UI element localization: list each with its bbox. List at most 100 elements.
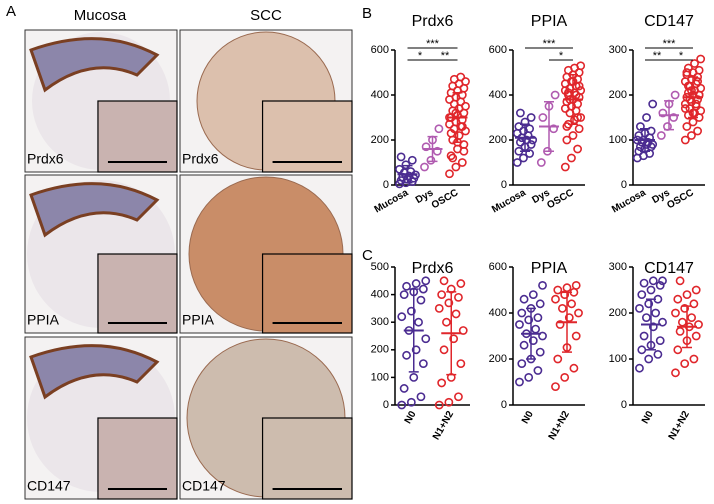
- chart-title: PPIA: [531, 13, 568, 30]
- data-point: [538, 113, 548, 122]
- data-point: [456, 359, 466, 368]
- data-point: [648, 276, 658, 286]
- data-point: [673, 294, 683, 304]
- data-point: [421, 334, 431, 344]
- data-point: [526, 140, 536, 149]
- x-tick-label: N1+N2: [547, 409, 572, 442]
- data-point: [675, 326, 685, 336]
- x-tick-label: OSCC: [665, 187, 696, 211]
- y-tick-label: 200: [371, 134, 389, 146]
- data-point: [694, 65, 704, 75]
- data-point: [402, 350, 411, 360]
- chart-title: CD147: [644, 260, 694, 277]
- significance-label: ***: [543, 38, 557, 50]
- row-label: PPIA: [27, 312, 60, 328]
- data-point: [653, 349, 663, 359]
- inset: [97, 100, 178, 173]
- data-point: [639, 278, 649, 288]
- row-label: Prdx6: [27, 151, 64, 167]
- x-tick-label: OSCC: [430, 187, 461, 211]
- data-point: [635, 303, 644, 313]
- data-point: [444, 298, 454, 308]
- data-point: [434, 124, 444, 134]
- data-point: [407, 155, 417, 165]
- data-point: [538, 280, 547, 290]
- data-point: [421, 142, 431, 152]
- y-tick-label: 300: [609, 261, 627, 273]
- x-tick-label: Mucosa: [610, 187, 648, 215]
- data-point: [567, 299, 577, 309]
- data-point: [414, 317, 423, 327]
- data-point: [648, 99, 658, 109]
- y-tick-label: 0: [383, 179, 389, 191]
- data-point: [524, 315, 534, 325]
- data-point: [682, 122, 692, 131]
- y-tick-label: 100: [609, 134, 627, 146]
- y-tick-label: 200: [609, 307, 627, 319]
- data-point: [432, 146, 442, 156]
- data-point: [671, 308, 680, 318]
- y-tick-label: 600: [371, 44, 389, 56]
- x-tick-label: Mucosa: [490, 187, 528, 215]
- data-point: [576, 86, 586, 95]
- y-tick-label: 400: [489, 89, 507, 101]
- data-point: [637, 290, 647, 299]
- data-point: [680, 104, 690, 113]
- data-point: [680, 303, 690, 313]
- data-point: [696, 106, 706, 116]
- data-point: [442, 317, 451, 327]
- data-point: [416, 295, 426, 305]
- data-point: [411, 345, 421, 355]
- data-point: [576, 113, 586, 122]
- data-point: [671, 368, 680, 378]
- data-point: [648, 322, 658, 332]
- data-point: [397, 400, 407, 410]
- data-point: [533, 313, 543, 322]
- data-point: [525, 149, 535, 158]
- data-point: [677, 317, 687, 327]
- data-point: [557, 303, 567, 313]
- inset: [97, 417, 178, 500]
- data-point: [563, 88, 573, 98]
- data-point: [449, 334, 459, 344]
- y-tick-label: 300: [371, 316, 389, 328]
- y-tick-label: 200: [489, 134, 507, 146]
- data-point: [639, 331, 649, 341]
- data-point: [641, 313, 651, 322]
- data-point: [689, 354, 699, 364]
- inset: [261, 100, 353, 173]
- data-point: [439, 345, 449, 355]
- data-point: [642, 113, 651, 122]
- data-point: [395, 164, 404, 174]
- y-tick-label: 100: [371, 371, 389, 383]
- data-point: [573, 144, 583, 154]
- row-label: CD147: [27, 478, 71, 494]
- data-point: [562, 283, 572, 293]
- chart-title: PPIA: [531, 260, 568, 277]
- x-tick-label: N1+N2: [667, 409, 692, 442]
- data-point: [451, 309, 461, 319]
- data-point: [658, 108, 668, 118]
- data-point: [459, 146, 469, 156]
- data-point: [401, 160, 411, 170]
- data-point: [656, 131, 666, 140]
- y-tick-label: 0: [621, 179, 627, 191]
- inset: [261, 253, 353, 334]
- panel-label: C: [362, 247, 373, 264]
- data-point: [535, 347, 545, 357]
- data-point: [693, 77, 703, 86]
- data-point: [658, 317, 667, 327]
- data-point: [439, 276, 449, 286]
- data-point: [457, 122, 467, 131]
- data-point: [571, 331, 581, 341]
- x-tick-label: N0: [403, 409, 419, 426]
- data-point: [514, 122, 524, 131]
- data-point: [673, 345, 683, 355]
- x-tick-label: N0: [640, 409, 656, 426]
- data-point: [531, 324, 541, 334]
- x-tick-label: N0: [520, 409, 536, 426]
- data-point: [683, 63, 693, 73]
- epithelium: [29, 344, 160, 400]
- data-point: [418, 284, 428, 294]
- data-point: [454, 292, 463, 302]
